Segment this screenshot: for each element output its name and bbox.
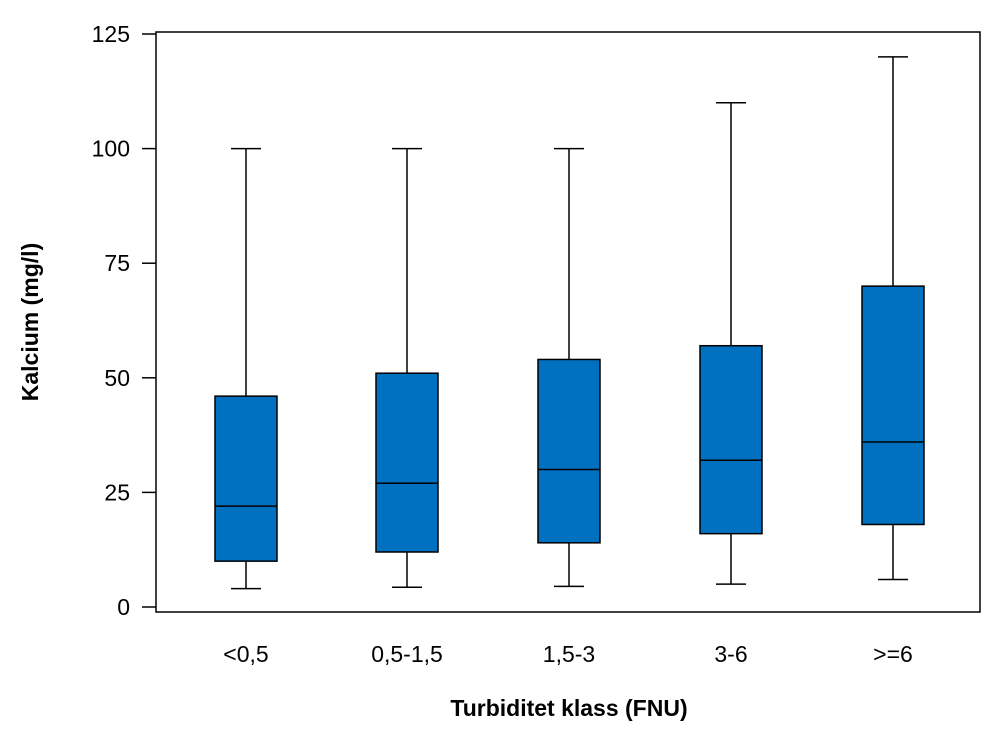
x-axis-title: Turbiditet klass (FNU) [450,695,687,721]
y-tick-label: 0 [117,594,130,620]
iqr-box [214,395,278,562]
y-tick-label: 25 [104,479,130,505]
plot-frame [155,31,981,613]
iqr-box [537,358,601,544]
y-axis: 0 25 50 75 100 125 [92,21,156,620]
iqr-box [861,285,925,526]
x-axis: <0,5 0,5-1,5 1,5-3 3-6 >=6 [223,641,913,667]
x-tick-label: >=6 [873,641,913,667]
box-4 [861,56,925,581]
box-1 [375,147,439,589]
box-0 [214,147,278,590]
box-3 [699,102,763,585]
iqr-box [699,344,763,535]
x-tick-label: 3-6 [714,641,747,667]
iqr-box [375,372,439,553]
x-tick-label: 0,5-1,5 [371,641,443,667]
x-tick-label: 1,5-3 [543,641,595,667]
y-tick-label: 125 [92,21,130,47]
boxes [214,56,925,590]
box-2 [537,147,601,588]
y-tick-label: 100 [92,136,130,162]
y-axis-title: Kalcium (mg/l) [17,243,43,401]
x-tick-label: <0,5 [223,641,268,667]
y-tick-label: 75 [104,250,130,276]
y-tick-label: 50 [104,365,130,391]
